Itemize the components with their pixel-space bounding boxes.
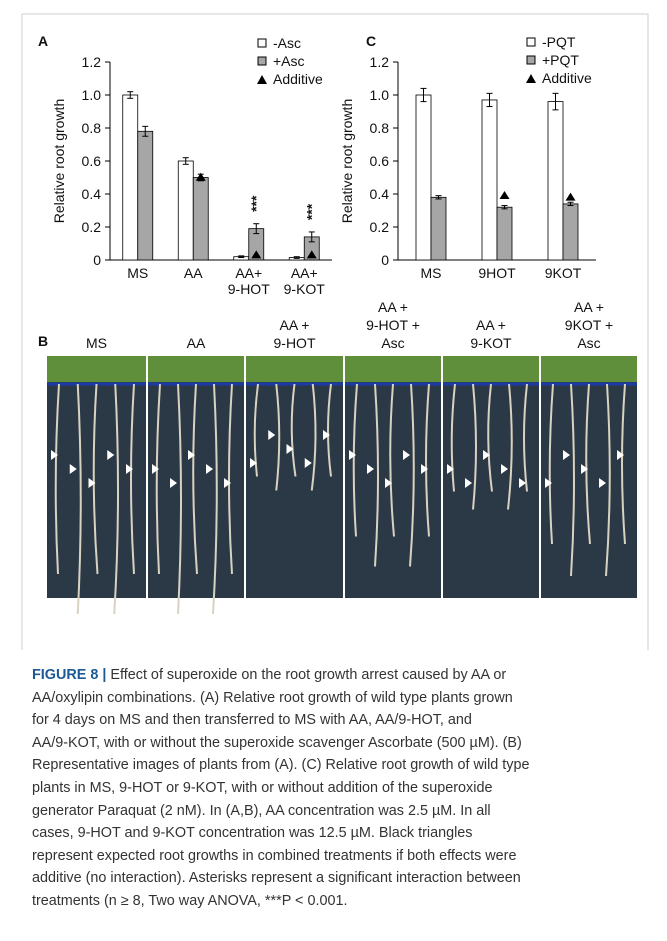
caption-line: cases, 9-HOT and 9-KOT concentration was… [32,822,644,845]
legend-label: +PQT [542,52,579,68]
caption-line: for 4 days on MS and then transferred to… [32,709,644,732]
column-header: Asc [381,335,404,351]
column-header: AA + [574,299,604,315]
legend-symbol [258,39,266,47]
y-tick-label: 0.2 [370,219,390,235]
caption-line: AA/oxylipin combinations. (A) Relative r… [32,687,644,710]
column-header: AA + [280,317,310,333]
y-tick-label: 0.4 [82,186,102,202]
y-axis-label: Relative root growth [339,99,355,224]
caption-line: generator Paraquat (2 nM). In (A,B), AA … [32,800,644,823]
photo-leaves [541,356,637,382]
caption-text: cases, 9-HOT and 9-KOT concentration was… [32,825,472,841]
legend-label: -PQT [542,34,576,50]
y-tick-label: 0.8 [82,120,102,136]
y-tick-label: 0 [93,252,101,268]
column-header: 9-HOT [274,335,316,351]
legend-symbol [257,75,267,84]
figure: A Relative root growth 0 0.2 0.4 0.6 0.8 1.0 1.2… [0,0,667,650]
legend-symbol [527,38,535,46]
caption-text: additive (no interaction). Asterisks rep… [32,870,521,886]
panel-label: B [38,333,48,349]
figure-label: FIGURE 8 | [32,667,106,683]
panel-label: C [366,33,376,49]
caption-line: Representative images of plants from (A)… [32,754,644,777]
caption-text: Representative images of plants from (A)… [32,757,529,773]
y-tick-label: 1.0 [82,87,102,103]
photo-leaves [148,356,244,382]
x-tick-label: MS [127,265,148,281]
bar [138,131,153,260]
column-header: 9-KOT [470,335,512,351]
legend-label: +Asc [273,53,305,69]
y-tick-label: 0.6 [82,153,102,169]
x-tick-label: AA [184,265,203,281]
page: A Relative root growth 0 0.2 0.4 0.6 0.8 1.0 1.2… [0,0,667,941]
y-tick-label: 0.4 [370,186,390,202]
caption-text: treatments (n ≥ 8, Two way ANOVA, ***P <… [32,893,347,909]
caption: FIGURE 8 | Effect of superoxide on the r… [32,664,644,913]
photo-leaves [47,356,146,382]
caption-text: for 4 days on MS and then transferred to… [32,712,472,728]
x-tick-label: 9-HOT [228,281,270,297]
y-tick-label: 1.2 [370,54,390,70]
legend-label: -Asc [273,35,301,51]
y-tick-label: 0 [381,252,389,268]
column-header: Asc [577,335,600,351]
caption-text: generator Paraquat (2 nM). In (A,B), AA … [32,803,491,819]
x-tick-label: 9-KOT [284,281,326,297]
panel-label: A [38,33,48,49]
bar [416,95,431,260]
legend-symbol [258,57,266,65]
additive-marker [500,191,510,199]
caption-text: AA/oxylipin combinations. (A) Relative r… [32,690,513,706]
additive-marker [196,173,206,181]
column-header: AA [187,335,206,351]
significance: *** [248,195,264,212]
photo-leaves [443,356,539,382]
y-tick-label: 1.2 [82,54,102,70]
x-tick-label: 9HOT [478,265,516,281]
y-tick-label: 0.8 [370,120,390,136]
column-header: AA + [378,299,408,315]
caption-line: treatments (n ≥ 8, Two way ANOVA, ***P <… [32,890,644,913]
photo-leaves [345,356,441,382]
significance: *** [304,203,320,220]
x-tick-label: AA+ [291,265,318,281]
legend-label: Additive [542,70,592,86]
legend-symbol [526,74,536,83]
bar [563,204,578,260]
caption-line: additive (no interaction). Asterisks rep… [32,867,644,890]
legend-label: Additive [273,71,323,87]
column-header: 9KOT + [565,317,613,333]
legend-symbol [527,56,535,64]
bar [482,100,497,260]
column-header: AA + [476,317,506,333]
bar [548,102,563,260]
column-header: MS [86,335,107,351]
x-tick-label: AA+ [235,265,262,281]
bar [497,207,512,260]
bar [193,178,208,261]
y-tick-label: 0.2 [82,219,102,235]
caption-text: Effect of superoxide on the root growth … [110,667,506,683]
bar [431,197,446,260]
caption-text: plants in MS, 9-HOT or 9-KOT, with or wi… [32,780,492,796]
bar [178,161,193,260]
caption-line: plants in MS, 9-HOT or 9-KOT, with or wi… [32,777,644,800]
caption-line: FIGURE 8 | Effect of superoxide on the r… [32,664,644,687]
y-tick-label: 0.6 [370,153,390,169]
x-tick-label: 9KOT [545,265,582,281]
photo-leaves [246,356,343,382]
column-header: 9-HOT + [366,317,420,333]
bar [123,95,138,260]
caption-text: AA/9-KOT, with or without the superoxide… [32,735,522,751]
caption-line: AA/9-KOT, with or without the superoxide… [32,732,644,755]
y-axis-label: Relative root growth [51,99,67,224]
y-tick-label: 1.0 [370,87,390,103]
caption-text: represent expected root growths in combi… [32,848,516,864]
x-tick-label: MS [421,265,442,281]
caption-line: represent expected root growths in combi… [32,845,644,868]
additive-marker [566,193,576,201]
